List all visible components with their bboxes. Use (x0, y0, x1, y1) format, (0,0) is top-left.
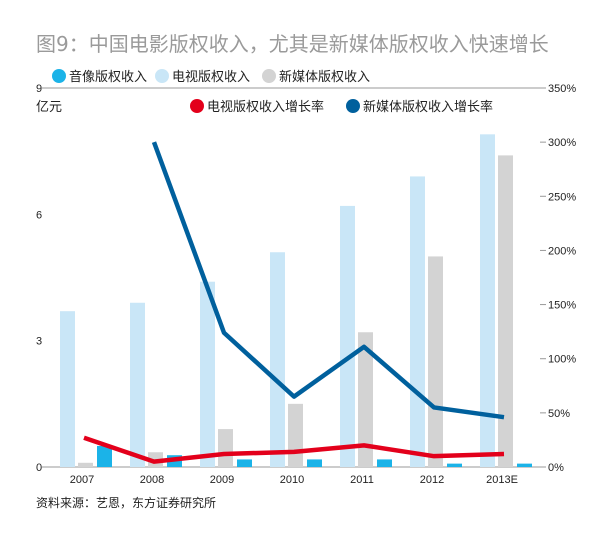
legend-item-tv: 电视版权收入 (155, 66, 250, 85)
left-axis-unit: 亿元 (36, 100, 63, 115)
bar-newmedia (498, 155, 513, 467)
right-tick-label: 50% (548, 408, 570, 420)
bar-tv (270, 252, 285, 467)
bar-newmedia (428, 256, 443, 467)
line-tv-growth (83, 435, 505, 464)
legend-item-newmedia-growth: 新媒体版权收入增长率 (346, 96, 493, 115)
legend-item-audio: 音像版权收入 (52, 66, 147, 85)
x-tick-label: 2011 (350, 474, 374, 486)
bar-audio (237, 459, 252, 467)
legend-swatch (346, 98, 360, 113)
bar-audio (307, 459, 322, 467)
legend-label: 音像版权收入 (69, 70, 148, 85)
right-tick-label: 250% (548, 191, 576, 203)
bar-tv (410, 176, 425, 467)
bar-newmedia (288, 403, 303, 467)
legend-label: 电视版权收入 (172, 70, 251, 85)
legend-item-tv-growth: 电视版权收入增长率 (190, 96, 324, 115)
bar-tv (130, 302, 145, 467)
bar-tv (480, 134, 495, 468)
x-tick-label: 2007 (70, 474, 94, 486)
bar-audio (447, 463, 462, 467)
x-tick-label: 2008 (140, 474, 164, 486)
legend-swatch (190, 98, 204, 113)
legend-swatch (155, 68, 169, 83)
bar-tv (60, 311, 75, 467)
left-tick-label: 3 (36, 336, 42, 348)
right-tick-label: 150% (548, 300, 576, 312)
right-tick-label: 200% (548, 245, 576, 257)
x-tick-label: 2009 (210, 474, 234, 486)
x-tick-label: 2012 (420, 474, 444, 486)
left-tick-label: 9 (36, 83, 42, 95)
bar-audio (377, 459, 392, 467)
legend-swatch (262, 68, 276, 83)
legend-label: 新媒体版权收入增长率 (363, 100, 494, 115)
legend-swatch (52, 68, 66, 83)
legend-label: 新媒体版权收入 (279, 70, 371, 85)
right-tick-label: 300% (548, 137, 576, 149)
bar-tv (340, 205, 355, 467)
bar-audio (517, 463, 532, 467)
bar-newmedia (78, 462, 93, 467)
x-tick-label: 2010 (280, 474, 304, 486)
legend-label: 电视版权收入增长率 (207, 100, 325, 115)
line-newmedia-growth (151, 141, 505, 420)
bar-newmedia (358, 332, 373, 467)
left-tick-label: 6 (36, 209, 42, 221)
source-note: 资料来源：艺恩，东方证券研究所 (36, 496, 217, 510)
bar-tv (200, 281, 215, 467)
bar-newmedia (218, 429, 233, 467)
right-tick-label: 100% (548, 354, 576, 366)
left-tick-label: 0 (36, 462, 42, 474)
right-tick-label: 0% (548, 462, 564, 474)
bar-audio (97, 445, 112, 467)
x-tick-label: 2013E (486, 474, 518, 486)
chart-title: 图9：中国电影版权收入，尤其是新媒体版权收入快速增长 (36, 32, 549, 56)
right-tick-label: 350% (548, 83, 576, 95)
legend-item-newmedia: 新媒体版权收入 (262, 66, 370, 85)
